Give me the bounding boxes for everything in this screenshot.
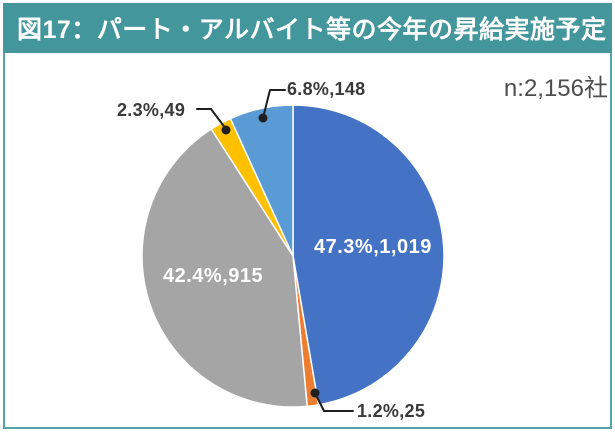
chart-title: 図17：パート・アルバイト等の今年の昇給実施予定 [17, 16, 607, 44]
pie-label-light-blue-slice: 6.8%,148 [287, 79, 366, 99]
chart-title-bar: 図17：パート・アルバイト等の今年の昇給実施予定 [3, 3, 612, 53]
pie-label-yellow-slice: 2.3%,49 [117, 100, 186, 120]
pie-label-gray-slice: 42.4%,915 [163, 265, 264, 287]
pie-slice-2 [141, 128, 308, 408]
pie-label-blue-slice: 47.3%,1,019 [314, 236, 432, 258]
leader-lines [196, 89, 354, 412]
pie-label-orange-slice: 1.2%,25 [357, 401, 426, 421]
leader-dot-yellow-slice [221, 125, 231, 135]
leader-dot-light-blue-slice [258, 113, 268, 123]
leader-line-yellow-slice [196, 108, 227, 130]
leader-line-orange-slice [314, 392, 354, 412]
pie-slice-4 [229, 104, 294, 257]
leader-line-light-blue-slice [262, 89, 286, 119]
sample-size-label: n:2,156社 [503, 75, 608, 102]
pie-slice-0 [292, 104, 445, 406]
leader-dot-orange-slice [310, 388, 320, 398]
